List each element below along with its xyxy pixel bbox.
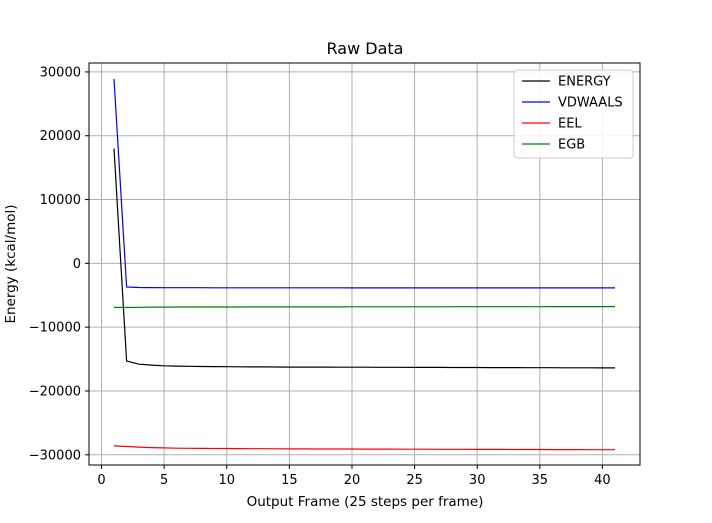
chart-title: Raw Data xyxy=(327,39,404,58)
y-tick-label: −30000 xyxy=(29,448,81,463)
series-line-energy xyxy=(113,148,615,369)
legend-label-eel: EEL xyxy=(558,117,582,132)
x-tick-label: 30 xyxy=(469,473,486,488)
y-tick-label: −10000 xyxy=(29,321,81,336)
series-line-vdwaals xyxy=(113,78,615,289)
legend: ENERGY VDWAALS EEL EGB xyxy=(513,69,634,159)
y-tick-label: 0 xyxy=(73,257,81,272)
series-line-eel xyxy=(113,445,615,451)
legend-box xyxy=(513,69,634,159)
y-tick-label: 30000 xyxy=(40,65,81,80)
x-tick-label: 35 xyxy=(532,473,549,488)
x-tick-label: 0 xyxy=(97,473,105,488)
y-tick-label: 10000 xyxy=(40,193,81,208)
y-tick-label: 20000 xyxy=(40,129,81,144)
x-axis-label: Output Frame (25 steps per frame) xyxy=(247,494,484,510)
grid xyxy=(89,63,640,465)
legend-label-energy: ENERGY xyxy=(558,75,611,90)
series-lines xyxy=(113,78,615,451)
x-tick-label: 25 xyxy=(406,473,423,488)
x-tick-label: 10 xyxy=(218,473,235,488)
x-tick-label: 15 xyxy=(281,473,298,488)
x-tick-label: 20 xyxy=(344,473,361,488)
y-axis-ticks: −30000 −20000 −10000 0 10000 20000 30000 xyxy=(29,65,89,463)
y-tick-label: −20000 xyxy=(29,384,81,399)
x-axis-ticks: 0 5 10 15 20 25 30 35 40 xyxy=(97,465,611,488)
plot-area-frame xyxy=(88,62,641,466)
legend-label-vdwaals: VDWAALS xyxy=(558,96,623,111)
x-tick-label: 40 xyxy=(594,473,611,488)
legend-label-egb: EGB xyxy=(558,138,585,153)
series-line-egb xyxy=(113,306,615,309)
y-axis-label: Energy (kcal/mol) xyxy=(3,204,19,323)
x-tick-label: 5 xyxy=(160,473,168,488)
